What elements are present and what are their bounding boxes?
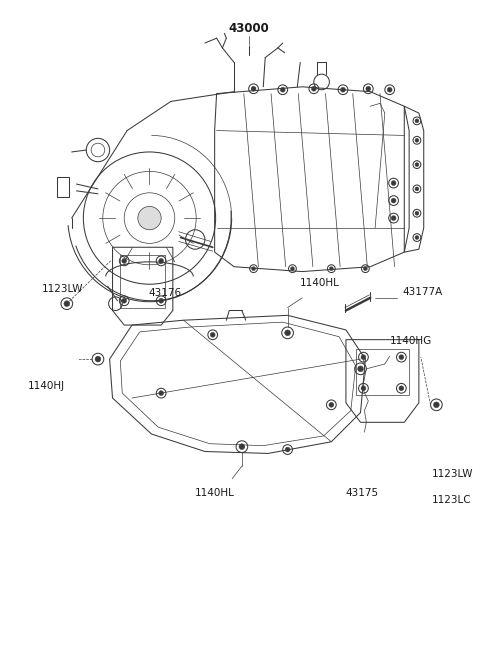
Circle shape — [415, 119, 419, 122]
Circle shape — [363, 267, 367, 271]
Text: 1140HG: 1140HG — [390, 337, 432, 346]
Circle shape — [122, 259, 127, 263]
Circle shape — [159, 298, 164, 303]
Circle shape — [415, 187, 419, 191]
Text: 43175: 43175 — [346, 489, 379, 498]
Circle shape — [387, 87, 392, 92]
Circle shape — [252, 267, 255, 271]
Circle shape — [329, 267, 333, 271]
Circle shape — [366, 86, 371, 91]
Text: 43176: 43176 — [148, 288, 181, 298]
Circle shape — [290, 267, 294, 271]
Circle shape — [391, 215, 396, 221]
Circle shape — [210, 332, 215, 337]
Circle shape — [285, 330, 290, 336]
Circle shape — [391, 198, 396, 203]
Circle shape — [415, 236, 419, 240]
Circle shape — [415, 138, 419, 142]
Circle shape — [122, 298, 127, 303]
Circle shape — [329, 402, 334, 407]
Circle shape — [361, 355, 366, 360]
Circle shape — [159, 259, 164, 263]
Text: 43000: 43000 — [228, 22, 269, 35]
Text: 1123LW: 1123LW — [432, 469, 473, 479]
Circle shape — [138, 206, 161, 230]
Circle shape — [312, 86, 316, 91]
Text: 1123LW: 1123LW — [42, 284, 83, 294]
Text: 1140HL: 1140HL — [300, 278, 340, 288]
Circle shape — [399, 355, 404, 360]
Text: 43177A: 43177A — [402, 287, 443, 297]
Circle shape — [251, 86, 256, 91]
Circle shape — [239, 443, 245, 449]
Circle shape — [399, 386, 404, 391]
Text: 1140HL: 1140HL — [195, 489, 235, 498]
Text: 1123LC: 1123LC — [432, 495, 471, 505]
Circle shape — [358, 366, 363, 372]
Circle shape — [415, 162, 419, 166]
Circle shape — [391, 181, 396, 185]
Circle shape — [64, 301, 70, 307]
Circle shape — [285, 447, 290, 452]
Text: 1140HJ: 1140HJ — [28, 381, 65, 392]
Circle shape — [341, 87, 346, 92]
Circle shape — [361, 386, 366, 391]
Circle shape — [415, 212, 419, 215]
Circle shape — [95, 356, 101, 362]
Circle shape — [433, 402, 439, 407]
Circle shape — [159, 391, 164, 396]
Circle shape — [280, 87, 285, 92]
